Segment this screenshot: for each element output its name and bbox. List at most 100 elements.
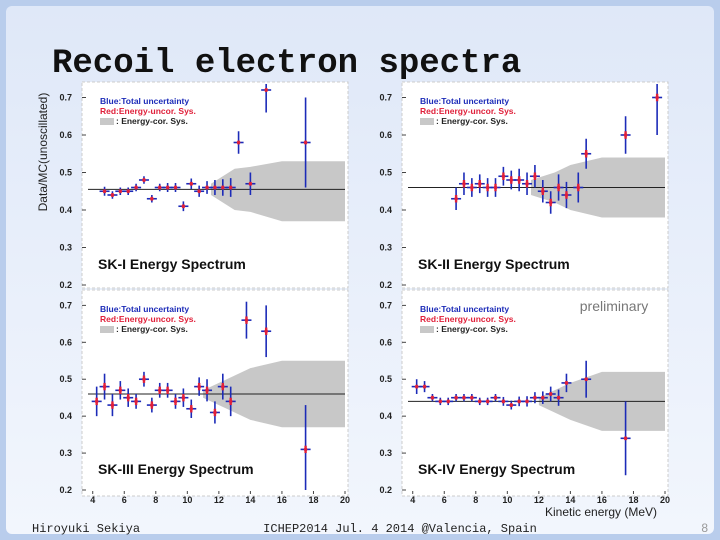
data-point xyxy=(228,185,233,190)
data-point xyxy=(517,399,521,404)
data-point xyxy=(548,200,553,205)
y-tick-label: 0.4 xyxy=(59,205,72,215)
chart: 0.2 0.3 0.4 0.5 0.6 0.7 4 6 8 10 12 14 16 18 20 Blue:To… xyxy=(379,289,670,505)
y-tick-label: 0.6 xyxy=(379,130,392,140)
x-tick-label: 14 xyxy=(245,495,255,505)
data-point xyxy=(576,185,581,190)
x-tick-label: 8 xyxy=(153,495,158,505)
legend-swatch xyxy=(420,326,434,333)
y-tick-label: 0.7 xyxy=(59,93,72,103)
data-point xyxy=(564,381,569,385)
legend-entry: : Energy-cor. Sys. xyxy=(436,324,508,334)
data-point xyxy=(181,204,186,209)
y-tick-label: 0.5 xyxy=(379,168,392,178)
data-point xyxy=(485,185,490,190)
chart: 0.2 0.3 0.4 0.5 0.6 0.7 Blue:Total uncertainty… xyxy=(379,81,669,290)
x-tick-label: 18 xyxy=(308,495,318,505)
y-tick-label: 0.2 xyxy=(379,280,392,290)
data-point xyxy=(541,395,545,400)
chart-title: SK-II Energy Spectrum xyxy=(418,256,570,272)
y-tick-label: 0.7 xyxy=(59,300,72,310)
x-tick-label: 4 xyxy=(410,495,415,505)
data-point xyxy=(189,406,194,411)
y-tick-label: 0.6 xyxy=(379,337,392,347)
y-tick-label: 0.2 xyxy=(59,280,72,290)
data-point xyxy=(303,140,308,145)
data-point xyxy=(221,384,225,389)
data-point xyxy=(126,395,131,400)
data-point xyxy=(525,181,529,186)
data-point xyxy=(501,399,506,404)
data-point xyxy=(525,399,529,404)
y-tick-label: 0.5 xyxy=(379,374,392,384)
data-point xyxy=(623,133,628,137)
x-tick-label: 12 xyxy=(534,495,544,505)
x-tick-label: 10 xyxy=(182,495,192,505)
y-axis-label: Data/MC(unoscillated) xyxy=(36,93,50,212)
y-tick-label: 0.3 xyxy=(59,448,72,458)
y-tick-label: 0.4 xyxy=(379,205,392,215)
legend-entry: : Energy-cor. Sys. xyxy=(436,116,508,126)
data-point xyxy=(517,178,521,182)
y-tick-label: 0.6 xyxy=(59,337,72,347)
data-point xyxy=(584,151,588,156)
data-point xyxy=(556,395,561,400)
chart: 0.2 0.3 0.4 0.5 0.6 0.7 Blue:Total uncertainty… xyxy=(59,81,349,290)
footer-author: Hiroyuki Sekiya xyxy=(32,522,140,536)
legend-entry: Blue:Total uncertainty xyxy=(100,304,189,314)
data-point xyxy=(264,329,268,334)
data-point xyxy=(205,388,209,393)
data-point xyxy=(414,384,419,389)
data-point xyxy=(134,185,138,190)
data-point xyxy=(477,399,482,404)
data-point xyxy=(501,174,506,179)
data-point xyxy=(213,185,217,190)
data-point xyxy=(485,399,490,404)
y-tick-label: 0.3 xyxy=(379,448,392,458)
x-tick-label: 16 xyxy=(277,495,287,505)
chart-title: SK-III Energy Spectrum xyxy=(98,461,254,477)
y-tick-label: 0.7 xyxy=(379,93,392,103)
data-point xyxy=(462,181,466,186)
data-point xyxy=(150,196,154,201)
legend-swatch xyxy=(100,326,114,333)
data-point xyxy=(430,395,435,400)
legend-entry: Red:Energy-uncor. Sys. xyxy=(420,106,516,116)
legend-swatch xyxy=(100,118,114,125)
data-point xyxy=(584,377,588,382)
y-tick-label: 0.6 xyxy=(59,130,72,140)
data-point xyxy=(564,193,569,197)
data-point xyxy=(264,88,268,92)
legend-swatch xyxy=(420,118,434,125)
x-tick-label: 8 xyxy=(473,495,478,505)
data-point xyxy=(134,399,138,404)
data-point xyxy=(533,395,537,400)
data-point xyxy=(142,377,146,382)
legend-entry: Blue:Total uncertainty xyxy=(420,96,509,106)
page-number: 8 xyxy=(701,521,708,535)
x-tick-label: 10 xyxy=(502,495,512,505)
y-tick-label: 0.3 xyxy=(59,243,72,253)
data-point xyxy=(655,95,659,100)
data-point xyxy=(94,399,99,404)
data-point xyxy=(438,399,443,404)
data-point xyxy=(470,395,474,400)
data-point xyxy=(422,384,427,389)
data-point xyxy=(548,392,553,396)
data-point xyxy=(197,189,201,194)
data-point xyxy=(102,384,107,389)
data-point xyxy=(470,185,474,190)
data-point xyxy=(509,178,514,182)
data-point xyxy=(126,189,131,194)
x-tick-label: 4 xyxy=(90,495,95,505)
data-point xyxy=(493,395,498,400)
y-tick-label: 0.2 xyxy=(59,485,72,495)
y-tick-label: 0.2 xyxy=(379,485,392,495)
data-point xyxy=(197,384,201,389)
data-point xyxy=(157,185,162,190)
data-point xyxy=(102,189,107,194)
data-point xyxy=(173,399,178,404)
energy-cor-band xyxy=(210,161,345,222)
data-point xyxy=(454,196,458,201)
x-tick-label: 18 xyxy=(628,495,638,505)
